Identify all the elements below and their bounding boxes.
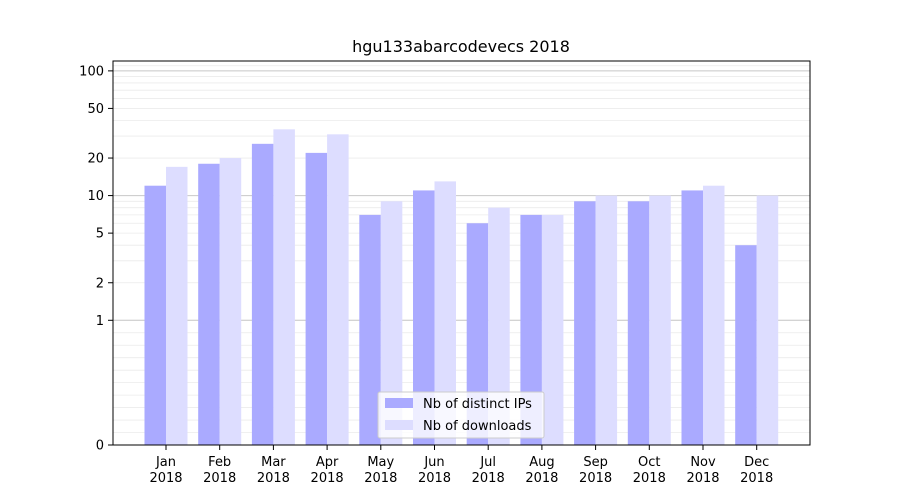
bar-downloads-oct [649, 195, 671, 445]
bar-distinct-ips-jul [466, 223, 489, 445]
bar-distinct-ips-mar [251, 143, 274, 446]
x-tick-label-year: 2018 [257, 471, 290, 486]
x-tick-label-month: Aug [529, 455, 554, 470]
bar-downloads-sep [595, 195, 618, 445]
x-tick-label-month: Nov [690, 455, 716, 470]
bar-downloads-jul [488, 207, 510, 445]
bar-distinct-ips-sep [574, 201, 596, 445]
plot-frame [112, 60, 811, 446]
x-tick-label-month: Sep [583, 455, 608, 470]
x-tick-label-year: 2018 [686, 471, 719, 486]
y-axis: 0 1 2 5 10 20 50 100 [79, 64, 113, 454]
legend-swatch-downloads [385, 420, 413, 430]
bar-downloads-jan [166, 166, 188, 445]
x-tick-label-year: 2018 [633, 471, 666, 486]
legend-box [377, 391, 545, 439]
y-tick-label: 0 [96, 439, 104, 454]
x-tick-label-year: 2018 [364, 471, 397, 486]
legend-swatch-distinct-ips [385, 398, 413, 408]
bar-downloads-feb [219, 158, 242, 445]
bar-distinct-ips-apr [305, 152, 328, 445]
bar-distinct-ips-jan [144, 185, 166, 445]
x-axis: Jan2018Feb2018Mar2018Apr2018May2018Jun20… [149, 445, 773, 486]
bar-distinct-ips-nov [681, 190, 703, 445]
bar-distinct-ips-jun [413, 190, 435, 445]
y-tick-label: 1 [96, 314, 104, 329]
x-tick-label-month: Jul [479, 455, 496, 470]
x-tick-label-month: Dec [744, 455, 769, 470]
bar-downloads-nov [703, 185, 725, 445]
x-tick-label-year: 2018 [418, 471, 451, 486]
bars [144, 129, 779, 446]
bar-distinct-ips-oct [627, 201, 650, 445]
x-tick-label-year: 2018 [579, 471, 612, 486]
bar-downloads-dec [756, 195, 779, 445]
x-tick-label-month: Apr [316, 455, 339, 470]
y-tick-label: 50 [87, 102, 104, 117]
bar-downloads-mar [273, 129, 295, 446]
x-tick-label-year: 2018 [149, 471, 182, 486]
x-tick-label-year: 2018 [203, 471, 236, 486]
legend-label-distinct-ips: Nb of distinct IPs [423, 397, 532, 412]
legend: Nb of distinct IPs Nb of downloads [377, 391, 545, 439]
bar-distinct-ips-dec [735, 245, 757, 445]
x-tick-label-month: Mar [261, 455, 286, 470]
y-tick-label: 2 [96, 276, 104, 291]
x-tick-label-year: 2018 [525, 471, 558, 486]
bar-downloads-apr [327, 134, 349, 445]
x-tick-label-month: Feb [208, 455, 231, 470]
x-tick-label-year: 2018 [740, 471, 773, 486]
y-tick-label: 20 [87, 152, 104, 167]
bar-downloads-aug [541, 214, 564, 445]
bar-distinct-ips-aug [520, 214, 542, 445]
x-tick-label-month: May [367, 455, 394, 470]
x-tick-label-month: Jan [155, 455, 176, 470]
x-tick-label-month: Jun [423, 455, 444, 470]
x-tick-label-year: 2018 [472, 471, 505, 486]
x-tick-label-year: 2018 [311, 471, 344, 486]
chart-title: hgu133abarcodevecs 2018 [352, 37, 570, 56]
bar-distinct-ips-feb [198, 163, 220, 445]
legend-label-downloads: Nb of downloads [423, 419, 532, 434]
y-tick-label: 100 [79, 64, 104, 79]
bar-downloads-may [380, 201, 403, 445]
y-tick-label: 10 [87, 189, 104, 204]
bar-distinct-ips-may [359, 214, 381, 445]
y-tick-label: 5 [96, 227, 104, 242]
x-tick-label-month: Oct [638, 455, 660, 470]
bar-downloads-jun [434, 181, 456, 445]
